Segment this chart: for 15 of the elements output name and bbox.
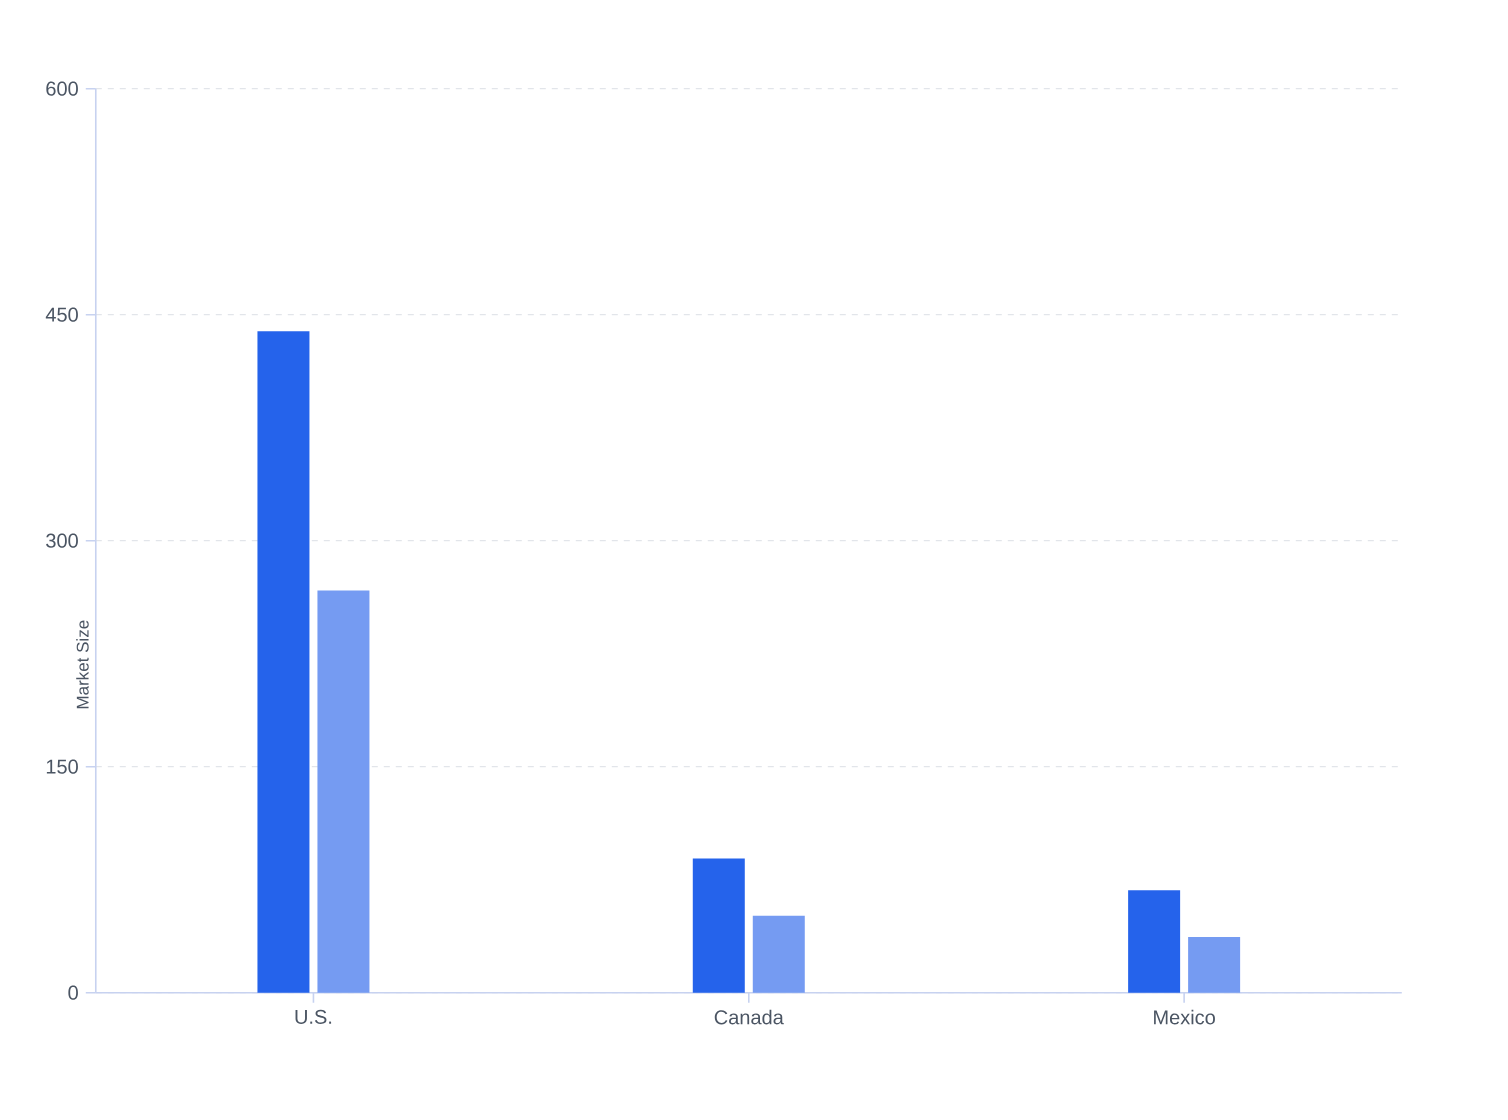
bar [1128,890,1181,993]
x-tick-label: U.S. [295,1009,332,1024]
bar [1188,936,1241,993]
x-tick-label: Mexico [1154,1009,1215,1025]
x-tick-label: Canada [714,1009,784,1025]
bar [692,858,745,993]
y-axis-title: Market Size [76,620,89,709]
bar [317,590,370,993]
y-tick-label: 0 [68,985,78,1000]
y-tick-label: 600 [46,81,78,96]
y-tick-label: 150 [46,759,78,774]
bar [257,331,310,993]
y-tick-label: 300 [46,533,78,548]
bar [752,915,805,993]
y-tick-label: 450 [45,307,78,322]
